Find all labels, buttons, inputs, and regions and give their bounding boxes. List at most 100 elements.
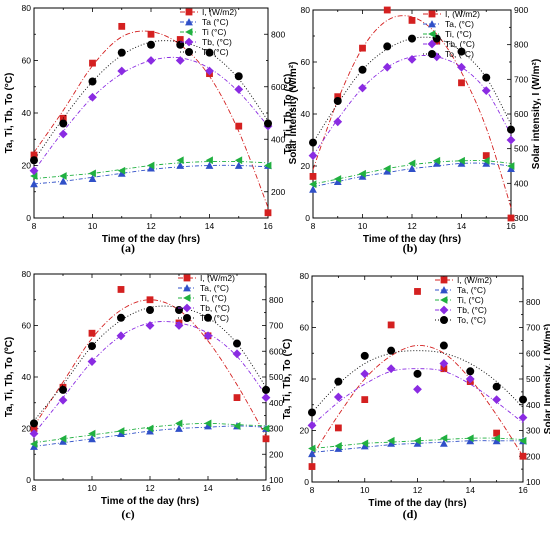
legend-label: Ta, (°C): [200, 283, 229, 293]
data-point: [59, 437, 67, 445]
y-tick-label: 80: [301, 5, 311, 15]
data-point: [359, 44, 366, 52]
panel-caption: (b): [403, 241, 418, 255]
data-point: [413, 436, 421, 445]
chart-panel-2: 8 10 12 14 16 0 20 40 60 80 300 400 500 600 700 800 900 T…: [283, 5, 542, 255]
data-point: [308, 151, 318, 160]
panel-caption: (d): [403, 507, 418, 521]
data-point: [432, 52, 442, 62]
data-point: [308, 463, 316, 470]
data-point: [146, 306, 154, 315]
y-tick-label: 20: [301, 161, 311, 171]
y2-tick-label: 400: [269, 398, 283, 408]
data-point: [147, 40, 155, 49]
x-tick-label: 8: [311, 221, 316, 231]
data-point: [233, 394, 241, 401]
data-point: [174, 321, 184, 330]
data-point: [439, 439, 448, 447]
y2-tick-label: 300: [514, 213, 528, 223]
data-point: [482, 73, 491, 82]
data-point: [88, 342, 96, 351]
y2-tick-label: 100: [526, 477, 540, 487]
data-point: [176, 161, 185, 169]
y2-tick-label: 600: [514, 109, 528, 119]
data-point: [465, 374, 475, 384]
data-point: [439, 341, 448, 350]
series-1: [309, 159, 515, 193]
series-0: [308, 288, 527, 470]
data-point: [233, 422, 241, 430]
legend: I, (W/m2)Ta, (°C)Ti, (°C)Tb, (°C)To, (°C…: [435, 275, 492, 325]
data-point: [145, 321, 155, 330]
y-axis-label: Ta, Ti, Tb, To (°C): [4, 73, 15, 154]
data-point: [440, 365, 448, 373]
data-point: [203, 331, 213, 341]
data-point: [358, 83, 367, 93]
data-point: [334, 93, 342, 101]
legend-marker: [428, 20, 436, 28]
data-point: [58, 395, 68, 405]
series-3: [29, 321, 271, 439]
data-point: [333, 175, 342, 183]
data-point: [30, 151, 38, 159]
data-point: [146, 56, 156, 65]
data-point: [146, 296, 154, 304]
y2-tick-label: 600: [269, 346, 283, 356]
legend-marker: [428, 10, 436, 18]
y2-tick-label: 900: [514, 5, 528, 15]
y2-tick-label: 200: [271, 187, 285, 197]
data-point: [59, 434, 67, 443]
legend-label: Ta (°C): [202, 17, 229, 27]
data-point: [175, 424, 183, 432]
series-fit-line: [312, 36, 512, 143]
data-point: [334, 424, 342, 432]
data-point: [59, 177, 68, 185]
legend-label: I, (W/m2): [202, 7, 237, 17]
y2-tick-label: 800: [271, 29, 285, 39]
legend-marker: [185, 28, 193, 36]
legend: I, (W/m2)Ta (°C)Ti (°C)Tb, (°C)To (°C): [180, 7, 237, 57]
legend-label: Tb, (°C): [457, 305, 487, 315]
data-point: [334, 442, 342, 450]
x-tick-label: 16: [506, 221, 516, 231]
x-tick-label: 16: [263, 221, 273, 231]
data-point: [176, 156, 184, 165]
legend-label: Ti, (°C): [445, 29, 472, 39]
x-tick-label: 10: [360, 485, 370, 495]
y2-tick-label: 800: [514, 40, 528, 50]
data-point: [59, 385, 67, 394]
data-point: [29, 429, 39, 439]
data-point: [408, 34, 416, 43]
x-axis-label: Time of the day (hrs): [368, 498, 466, 509]
legend-label: To, (°C): [445, 49, 474, 59]
data-point: [383, 42, 392, 51]
legend-label: To, (°C): [457, 315, 486, 325]
legend-marker: [428, 30, 436, 38]
x-tick-label: 12: [407, 221, 417, 231]
x-axis-label: Time of the day (hrs): [363, 234, 461, 245]
data-point: [58, 129, 68, 139]
x-axis-label: Time of the day (hrs): [102, 234, 200, 245]
data-point: [117, 66, 127, 76]
y-tick-label: 0: [304, 477, 309, 487]
data-point: [88, 174, 97, 183]
legend-label: I, (W/m2): [445, 9, 480, 19]
data-point: [175, 56, 185, 65]
y2-tick-label: 700: [526, 323, 540, 333]
y-tick-label: 60: [300, 323, 310, 333]
data-point: [30, 425, 38, 432]
data-point: [264, 209, 272, 217]
data-point: [235, 122, 243, 130]
legend: I, (W/m2)Ta, (°C)Ti, (°C)Tb, (°C)To, (°C…: [178, 273, 235, 323]
x-tick-label: 12: [413, 485, 423, 495]
data-point: [147, 161, 155, 170]
data-point: [506, 135, 516, 145]
legend-label: Tb, (°C): [202, 37, 232, 47]
data-point: [146, 424, 154, 433]
y-tick-label: 0: [26, 475, 31, 485]
data-point: [333, 177, 342, 185]
data-point: [492, 382, 501, 391]
x-tick-label: 8: [32, 221, 37, 231]
data-point: [147, 164, 155, 172]
